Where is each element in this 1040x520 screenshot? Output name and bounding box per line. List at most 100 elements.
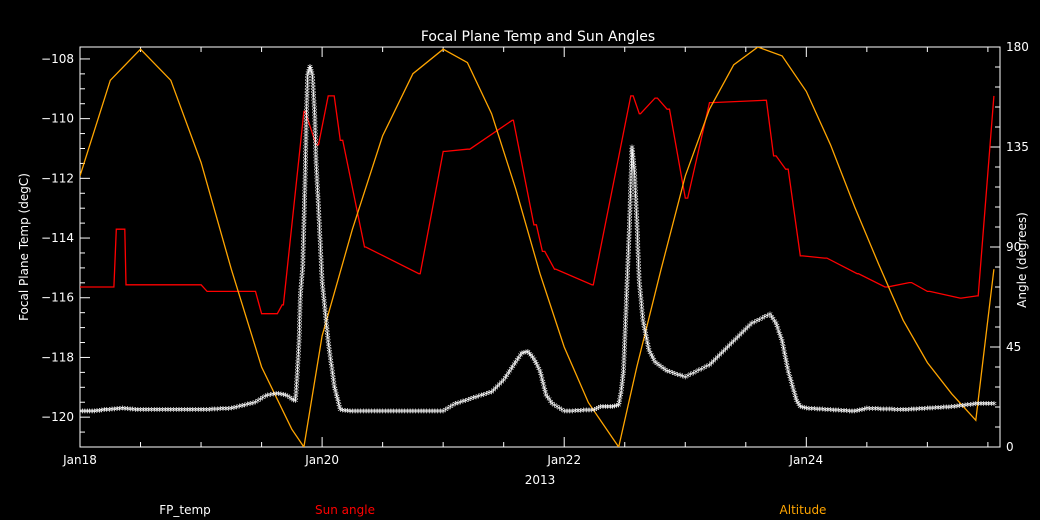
fp-temp-point: * [308, 64, 314, 77]
fp-temp-point: * [293, 387, 299, 400]
fp-temp-point: * [107, 405, 113, 418]
altitude-line [80, 47, 995, 447]
fp-temp-point: * [413, 407, 419, 420]
fp-temp-point: * [315, 181, 321, 194]
fp-temp-point: * [789, 380, 795, 393]
y-tick-label-right: 90 [1006, 240, 1021, 254]
fp-temp-point: * [693, 367, 699, 380]
fp-temp-point: * [534, 359, 540, 372]
fp-temp-point: * [583, 406, 589, 419]
fp-temp-point: * [623, 316, 629, 329]
fp-temp-point: * [773, 319, 779, 332]
fp-temp-point: * [725, 342, 731, 355]
fp-temp-point: * [303, 148, 309, 161]
fp-temp-point: * [141, 405, 147, 418]
fp-temp-point: * [917, 404, 923, 417]
fp-temp-point: * [785, 364, 791, 377]
fp-temp-point: * [336, 400, 342, 413]
fp-temp-point: * [784, 361, 790, 374]
fp-temp-point: * [683, 372, 689, 385]
fp-temp-point: * [319, 268, 325, 281]
fp-temp-point: * [895, 405, 901, 418]
fp-temp-point: * [297, 319, 303, 332]
fp-temp-point: * [954, 402, 960, 415]
fp-temp-point: * [317, 220, 323, 233]
fp-temp-point: * [313, 145, 319, 158]
fp-temp-point: * [617, 395, 623, 408]
fp-temp-point: * [325, 331, 331, 344]
fp-temp-point: * [631, 161, 637, 174]
fp-temp-point: * [639, 307, 645, 320]
fp-temp-point: * [523, 347, 529, 360]
fp-temp-point: * [318, 253, 324, 266]
fp-temp-point: * [331, 379, 337, 392]
fp-temp-point: * [649, 350, 655, 363]
fp-temp-point: * [328, 356, 334, 369]
fp-temp-point: * [629, 142, 635, 155]
fp-temp-point: * [314, 178, 320, 191]
fp-temp-point: * [675, 370, 681, 383]
legend-item: Sun angle [315, 503, 375, 517]
fp-temp-point: * [209, 405, 215, 418]
fp-temp-point: * [640, 316, 646, 329]
fp-temp-point: * [312, 122, 318, 135]
fp-temp-point: * [355, 407, 361, 420]
fp-temp-point: * [641, 318, 647, 331]
fp-temp-point: * [347, 406, 353, 419]
fp-temp-point: * [618, 390, 624, 403]
fp-temp-point: * [614, 401, 620, 414]
fp-temp-point: * [634, 214, 640, 227]
fp-temp-point: * [621, 366, 627, 379]
fp-temp-point: * [510, 362, 516, 375]
fp-temp-point: * [949, 402, 955, 415]
fp-temp-point: * [297, 298, 303, 311]
fp-temp-point: * [298, 286, 304, 299]
fp-temp-point: * [633, 202, 639, 215]
fp-temp-point: * [297, 328, 303, 341]
fp-temp-point: * [633, 184, 639, 197]
fp-temp-point: * [380, 407, 386, 420]
fp-temp-point: * [491, 385, 497, 398]
fp-temp-point: * [303, 145, 309, 158]
fp-temp-point: * [906, 405, 912, 418]
fp-temp-point: * [618, 387, 624, 400]
fp-temp-point: * [707, 360, 713, 373]
fp-temp-point: * [541, 382, 547, 395]
fp-temp-point: * [312, 119, 318, 132]
fp-temp-point: * [767, 310, 773, 323]
fp-temp-point: * [677, 371, 683, 384]
fp-temp-point: * [383, 407, 389, 420]
fp-temp-point: * [476, 392, 482, 405]
fp-temp-point: * [327, 348, 333, 361]
fp-temp-point: * [298, 292, 304, 305]
fp-temp-point: * [859, 405, 865, 418]
fp-temp-point: * [735, 333, 741, 346]
fp-temp-point: * [101, 405, 107, 418]
fp-temp-point: * [575, 406, 581, 419]
fp-temp-point: * [875, 404, 881, 417]
fp-temp-point: * [646, 343, 652, 356]
fp-temp-point: * [502, 373, 508, 386]
fp-temp-point: * [315, 190, 321, 203]
fp-temp-point: * [304, 83, 310, 96]
fp-temp-point: * [303, 119, 309, 132]
chart-title: Focal Plane Temp and Sun Angles [421, 29, 655, 45]
fp-temp-point: * [471, 393, 477, 406]
fp-temp-point: * [154, 405, 160, 418]
fp-temp-point: * [636, 253, 642, 266]
fp-temp-point: * [298, 283, 304, 296]
fp-temp-point: * [796, 400, 802, 413]
fp-temp-point: * [301, 229, 307, 242]
fp-temp-point: * [465, 395, 471, 408]
fp-temp-point: * [809, 404, 815, 417]
fp-temp-point: * [312, 107, 318, 120]
fp-temp-point: * [545, 392, 551, 405]
fp-temp-point: * [176, 405, 182, 418]
fp-temp-point: * [505, 369, 511, 382]
fp-temp-point: * [295, 351, 301, 364]
fp-temp-point: * [886, 405, 892, 418]
fp-temp-point: * [792, 391, 798, 404]
fp-temp-point: * [633, 193, 639, 206]
fp-temp-point: * [759, 313, 765, 326]
fp-temp-point: * [634, 217, 640, 230]
